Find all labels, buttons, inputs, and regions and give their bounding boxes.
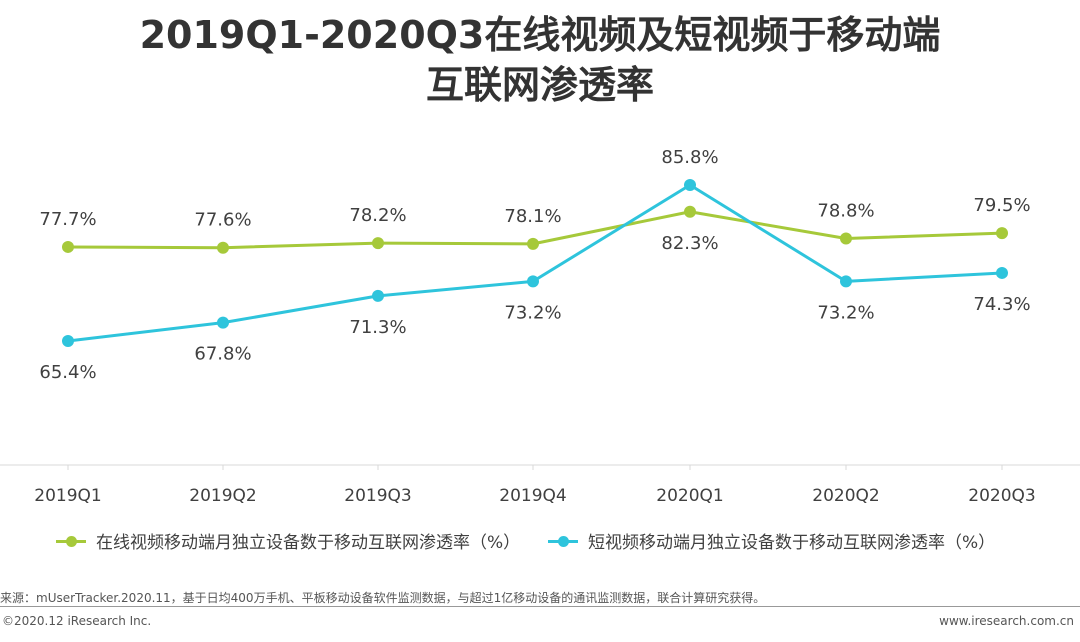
source-note: 来源：mUserTracker.2020.11，基于日均400万手机、平板移动设… [0, 591, 766, 605]
x-tick-label: 2019Q1 [34, 486, 101, 506]
data-point [840, 275, 852, 288]
data-label: 65.4% [39, 362, 96, 383]
chart-title-line1: 2019Q1-2020Q3在线视频及短视频于移动端 [139, 13, 941, 57]
x-tick-label: 2020Q2 [812, 486, 879, 506]
legend-label-online-video: 在线视频移动端月独立设备数于移动互联网渗透率（%） [96, 533, 521, 553]
x-tick-label: 2020Q1 [656, 486, 723, 506]
data-point [684, 205, 696, 218]
website-link[interactable]: www.iresearch.com.cn [939, 614, 1074, 628]
data-point [217, 241, 229, 254]
data-label: 73.2% [504, 302, 561, 323]
data-label: 77.6% [194, 210, 251, 231]
data-label: 78.2% [349, 205, 406, 226]
data-point [527, 275, 539, 288]
data-point [996, 266, 1008, 279]
line-chart: 2019Q1 2019Q2 2019Q3 2019Q4 2020Q1 2020Q2 2020… [0, 147, 1080, 506]
chart-title-line2: 互联网渗透率 [425, 63, 654, 107]
data-point [62, 335, 74, 347]
data-label: 77.7% [39, 209, 96, 230]
legend-label-short-video: 短视频移动端月独立设备数于移动互联网渗透率（%） [588, 533, 996, 553]
data-label: 78.1% [504, 206, 561, 227]
x-tick-label: 2020Q3 [968, 486, 1035, 506]
data-point [840, 232, 852, 245]
data-label: 82.3% [661, 233, 718, 254]
data-label: 74.3% [973, 294, 1030, 315]
footer-divider [0, 606, 1080, 607]
data-point [372, 237, 384, 250]
x-tick-label: 2019Q2 [189, 486, 256, 506]
data-point [372, 289, 384, 302]
data-label: 73.2% [817, 302, 874, 323]
data-label: 67.8% [194, 344, 251, 365]
legend-marker-online-video [66, 536, 77, 547]
data-label: 71.3% [349, 317, 406, 338]
x-tick-label: 2019Q4 [499, 486, 566, 506]
x-tick-label: 2019Q3 [344, 486, 411, 506]
chart-legend: 在线视频移动端月独立设备数于移动互联网渗透率（%） 短视频移动端月独立设备数于移… [0, 524, 1080, 554]
data-point [527, 237, 539, 250]
data-label: 85.8% [661, 147, 718, 168]
copyright: ©2020.12 iResearch Inc. [2, 614, 152, 628]
data-point [684, 179, 696, 191]
data-point [62, 240, 74, 253]
legend-marker-short-video [558, 536, 569, 547]
data-label: 79.5% [973, 195, 1030, 216]
data-label: 78.8% [817, 201, 874, 222]
data-point [996, 227, 1008, 240]
data-point [217, 316, 229, 329]
